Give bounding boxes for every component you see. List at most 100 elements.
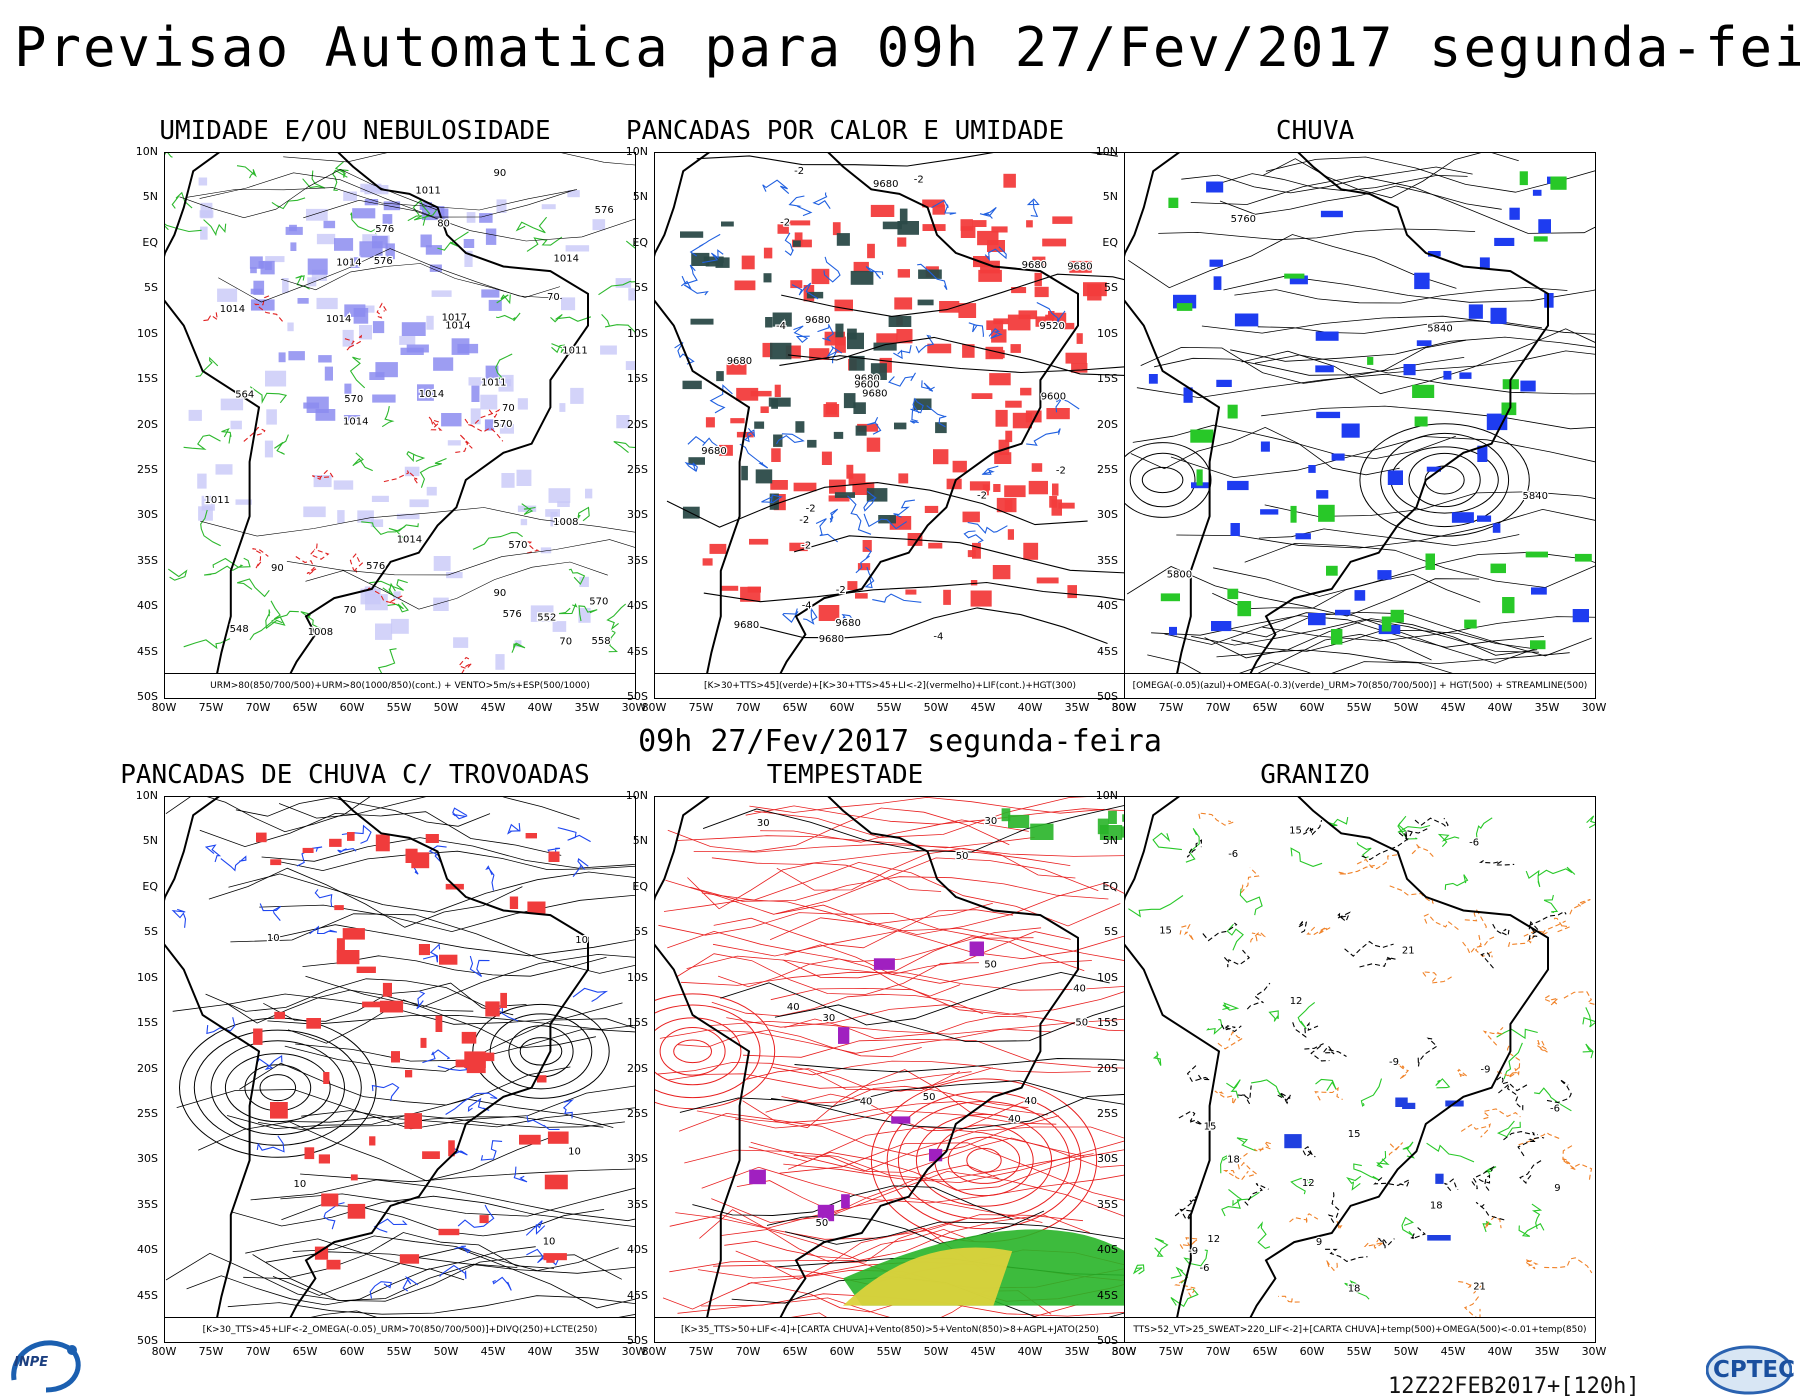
lon-tick-label: 70W (735, 701, 761, 714)
contour-label: 50 (816, 1218, 829, 1229)
lon-tick-label: 70W (735, 1345, 761, 1358)
lat-tick-label: 10N (135, 145, 158, 158)
lon-tick-label: 50W (923, 1345, 949, 1358)
lat-tick-label: 30S (137, 1152, 158, 1166)
lat-tick-label: 45S (627, 644, 648, 658)
contour-label: -6 (1550, 1104, 1560, 1115)
lat-tick-label: 40S (137, 1243, 158, 1257)
contour-label: 558 (592, 636, 611, 647)
lon-tick-label: 50W (433, 701, 459, 714)
contour-label: 1011 (415, 186, 440, 197)
contour-label: -4 (776, 321, 786, 332)
contour-label: 50 (1075, 1017, 1088, 1028)
panel-legend: [K>30_TTS>45+LIF<-2_OMEGA(-0.05)_URM>70(… (165, 1317, 635, 1342)
lon-tick-label: 75W (1158, 1345, 1184, 1358)
contour-label: 90 (494, 168, 507, 179)
lon-tick-label: 60W (1299, 1345, 1325, 1358)
contour-label: 570 (493, 419, 512, 430)
lon-tick-label: 60W (1299, 701, 1325, 714)
contour-label: 1014 (445, 321, 470, 332)
panel-title: PANCADAS DE CHUVA C/ TROVOADAS (120, 760, 590, 790)
lon-tick-label: 80W (151, 701, 177, 714)
lon-tick-label: 40W (1017, 701, 1043, 714)
lat-tick-label: 10N (1095, 789, 1118, 802)
contour-label: 15 (1159, 926, 1172, 937)
contour-label: -6 (1200, 1263, 1210, 1274)
lon-tick-label: 50W (1393, 1345, 1419, 1358)
lat-tick-label: 40S (627, 599, 648, 613)
contour-label: 21 (1402, 946, 1415, 957)
lat-tick-label: 10S (1097, 970, 1118, 984)
contour-label: 50 (923, 1092, 936, 1103)
lon-tick-label: 60W (829, 701, 855, 714)
contour-label: 18 (1348, 1284, 1361, 1295)
contour-label: 576 (375, 224, 394, 235)
lon-tick-label: 35W (1534, 1345, 1560, 1358)
contour-label: 10 (294, 1179, 307, 1190)
lat-tick-label: 15S (137, 372, 158, 386)
lon-tick-label: 55W (386, 1345, 412, 1358)
panel-legend: [K>35_TTS>50+LIF<-4]+[CARTA CHUVA]+Vento… (655, 1317, 1125, 1342)
panel-title: UMIDADE E/OU NEBULOSIDADE (159, 116, 551, 146)
lat-tick-label: 35S (627, 1197, 648, 1211)
lat-tick-label: 35S (137, 1197, 158, 1211)
contour-label: -9 (1481, 1064, 1491, 1075)
contour-label: 12 (1290, 996, 1303, 1007)
panel-legend: [OMEGA(-0.05)(azul)+OMEGA(-0.3)(verde)_U… (1125, 673, 1595, 698)
lon-tick-label: 80W (641, 701, 667, 714)
contour-label: 30 (757, 818, 770, 829)
panel-legend: TTS>52_VT>25_SWEAT>220_LIF<-2]+[CARTA CH… (1125, 1317, 1595, 1342)
lat-tick-label: 5N (142, 834, 158, 848)
lat-tick-label: 20S (1097, 1061, 1118, 1075)
lat-tick-label: 5N (1102, 834, 1118, 848)
panel-legend: [K>30+TTS>45](verde)+[K>30+TTS>45+LI<-2]… (655, 673, 1125, 698)
contour-label: 1008 (308, 627, 333, 638)
contour-label: 18 (1430, 1201, 1443, 1212)
contour-label: 1011 (562, 346, 587, 357)
lat-tick-label: 45S (1097, 1288, 1118, 1302)
page-subtitle: 09h 27/Fev/2017 segunda-feira (638, 724, 1162, 759)
lon-tick-label: 80W (641, 1345, 667, 1358)
lon-tick-label: 55W (1346, 1345, 1372, 1358)
contour-label: -6 (1469, 838, 1479, 849)
lon-tick-label: 60W (339, 701, 365, 714)
panel-title: TEMPESTADE (766, 760, 924, 790)
map-plot-pancadas-calor: 9680 9680 9680 9680 9680 9680 9680 9680 9680 9680… (654, 152, 1126, 699)
lon-tick-label: 40W (1487, 701, 1513, 714)
lat-tick-label: 20S (627, 417, 648, 431)
contour-label: -6 (1228, 849, 1238, 860)
lon-tick-label: 30W (621, 701, 647, 714)
lat-tick-label: 10N (625, 789, 648, 802)
lat-tick-label: 50S (1097, 1334, 1118, 1347)
lat-tick-label: 5N (1102, 190, 1118, 204)
lon-tick-label: 65W (1252, 701, 1278, 714)
contour-label: 9680 (805, 315, 830, 326)
lon-tick-label: 60W (829, 1345, 855, 1358)
contour-label: 576 (374, 256, 393, 267)
lat-tick-label: 40S (1097, 599, 1118, 613)
contour-label: 21 (1473, 1282, 1486, 1293)
panel-title: CHUVA (1275, 116, 1355, 146)
contour-label: -2 (799, 515, 809, 526)
lat-tick-label: EQ (632, 879, 648, 893)
lon-tick-label: 55W (876, 1345, 902, 1358)
lon-tick-label: 75W (688, 1345, 714, 1358)
lat-tick-label: EQ (1102, 879, 1118, 893)
contour-label: 40 (787, 1002, 800, 1013)
contour-label: 570 (589, 596, 608, 607)
lat-tick-label: 30S (1097, 508, 1118, 522)
lat-tick-label: EQ (632, 235, 648, 249)
lat-tick-label: 40S (627, 1243, 648, 1257)
contour-label: -2 (794, 166, 804, 177)
contour-label: 576 (595, 205, 614, 216)
contour-label: -2 (801, 540, 811, 551)
lon-tick-label: 65W (782, 701, 808, 714)
inpe-logo-text: INPE (14, 1355, 49, 1370)
panel-pancadas-calor: PANCADAS POR CALOR E UMIDADE 9680 9680 9680… (545, 116, 1145, 756)
lat-tick-label: 10N (1095, 145, 1118, 158)
lon-tick-label: 45W (480, 1345, 506, 1358)
lat-tick-label: 10S (137, 970, 158, 984)
contour-label: 9680 (819, 634, 844, 645)
contour-label: 9680 (835, 618, 860, 629)
